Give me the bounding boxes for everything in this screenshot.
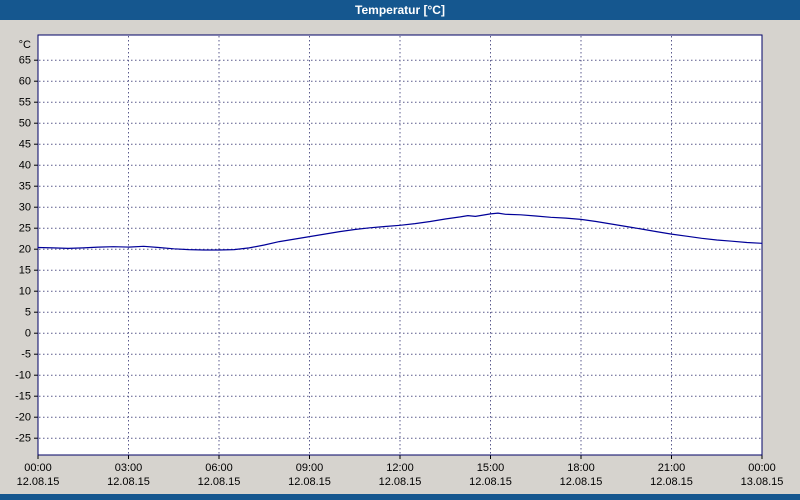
x-tick-time-label: 21:00 — [658, 462, 686, 474]
y-tick-label: 15 — [19, 265, 31, 277]
y-tick-label: -5 — [21, 349, 31, 361]
x-tick-time-label: 15:00 — [477, 462, 505, 474]
y-tick-label: 30 — [19, 202, 31, 214]
x-tick-date-label: 12.08.15 — [107, 476, 150, 488]
x-tick-time-label: 09:00 — [296, 462, 324, 474]
y-axis-unit-label: °C — [19, 39, 31, 51]
y-tick-label: 60 — [19, 76, 31, 88]
y-tick-label: -10 — [15, 370, 31, 382]
y-tick-label: 0 — [25, 328, 31, 340]
y-tick-label: -20 — [15, 412, 31, 424]
y-tick-label: 25 — [19, 223, 31, 235]
x-tick-time-label: 00:00 — [748, 462, 776, 474]
y-tick-label: 10 — [19, 286, 31, 298]
y-tick-label: 20 — [19, 244, 31, 256]
x-tick-time-label: 12:00 — [386, 462, 414, 474]
x-tick-date-label: 12.08.15 — [650, 476, 693, 488]
y-tick-label: -25 — [15, 433, 31, 445]
y-tick-label: -15 — [15, 391, 31, 403]
temperature-chart[interactable]: 65605550454035302520151050-5-10-15-20-25… — [0, 20, 800, 494]
x-tick-date-label: 13.08.15 — [741, 476, 784, 488]
plot-border — [37, 34, 763, 456]
x-tick-time-label: 06:00 — [205, 462, 233, 474]
x-tick-date-label: 12.08.15 — [560, 476, 603, 488]
temperature-line — [37, 212, 763, 251]
window-titlebar: Temperatur [°C] — [0, 0, 800, 20]
x-tick-time-label: 03:00 — [115, 462, 143, 474]
x-tick-time-label: 00:00 — [24, 462, 52, 474]
x-tick-date-label: 12.08.15 — [198, 476, 241, 488]
y-tick-label: 50 — [19, 118, 31, 130]
y-tick-label: 45 — [19, 139, 31, 151]
x-tick-date-label: 12.08.15 — [379, 476, 422, 488]
y-tick-label: 65 — [19, 55, 31, 67]
x-tick-date-label: 12.08.15 — [288, 476, 331, 488]
y-tick-label: 35 — [19, 181, 31, 193]
y-tick-label: 40 — [19, 160, 31, 172]
x-tick-date-label: 12.08.15 — [469, 476, 512, 488]
x-tick-time-label: 18:00 — [567, 462, 595, 474]
y-tick-label: 5 — [25, 307, 31, 319]
bottom-bar — [0, 494, 800, 500]
y-tick-label: 55 — [19, 97, 31, 109]
window-title: Temperatur [°C] — [355, 3, 445, 17]
chart-area: 65 60 55 50 45 40 35 30 25 20 15 10 5 0 -5 -10 -15 -20 -25… — [0, 20, 800, 494]
x-tick-date-label: 12.08.15 — [17, 476, 60, 488]
